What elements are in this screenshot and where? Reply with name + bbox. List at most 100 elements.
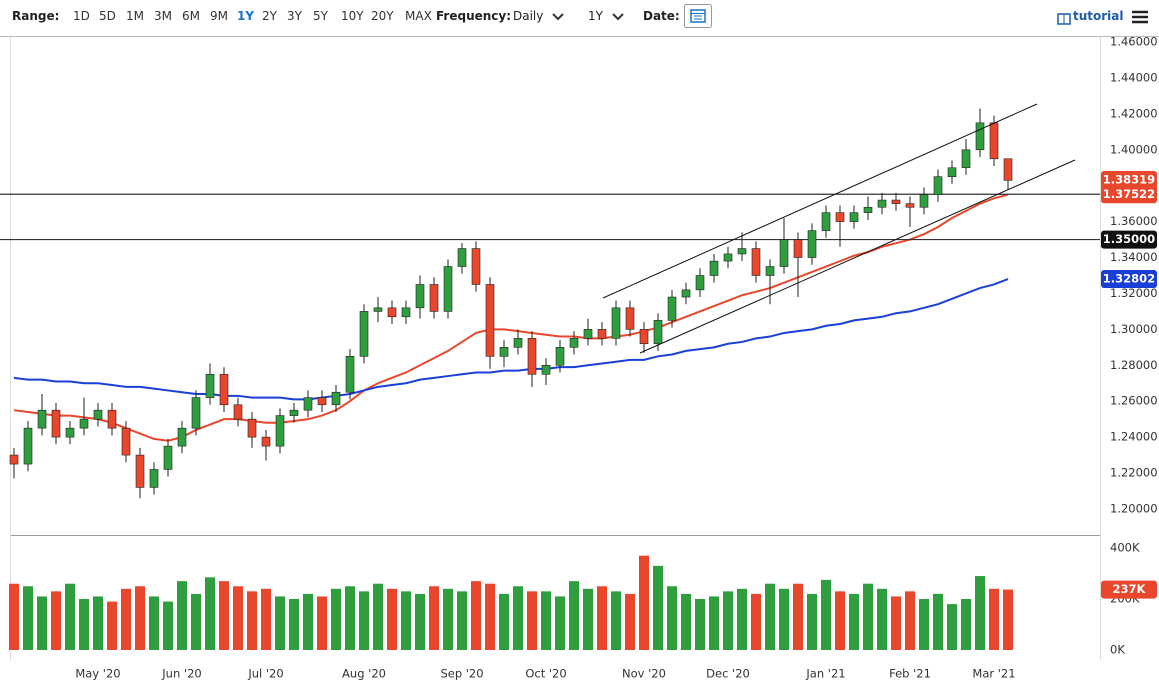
volume-bar — [121, 588, 131, 650]
x-tick-label: Mar '21 — [972, 667, 1015, 681]
candle-body — [401, 307, 411, 318]
volume-bar — [849, 593, 859, 650]
period-select[interactable]: 1Y — [588, 9, 603, 23]
candle-body — [527, 338, 537, 375]
range-button[interactable]: 9M — [210, 9, 228, 23]
candle-body — [611, 307, 621, 339]
volume-bar — [163, 601, 173, 650]
volume-bar — [79, 599, 89, 650]
volume-bar — [387, 588, 397, 650]
candle-body — [429, 284, 439, 312]
y-tick-label: 1.40000 — [1110, 142, 1158, 156]
volume-bar — [779, 588, 789, 650]
price-badge-label: 1.35000 — [1103, 232, 1155, 246]
price-badge — [1101, 230, 1157, 249]
volume-bar — [737, 588, 747, 650]
candle-body — [345, 356, 355, 393]
caret — [612, 13, 624, 21]
y-tick-label: 1.46000 — [1110, 35, 1158, 49]
frequency-select[interactable]: Daily — [513, 9, 544, 23]
candle-body — [765, 266, 775, 276]
candle-body — [1003, 158, 1013, 181]
volume-tick-label: 400K — [1110, 541, 1140, 555]
tutorial-link[interactable]: tutorial — [1073, 9, 1124, 23]
volume-bar — [835, 591, 845, 650]
volume-bar — [345, 586, 355, 650]
volume-bar — [457, 591, 467, 650]
volume-bar — [247, 591, 257, 650]
volume-bar — [583, 588, 593, 650]
candle-body — [737, 248, 747, 255]
range-button[interactable]: 2Y — [262, 9, 277, 23]
candle-body — [695, 275, 705, 291]
volume-bar — [177, 581, 187, 650]
menu-button[interactable] — [1132, 10, 1148, 24]
range-button[interactable]: 3M — [154, 9, 172, 23]
volume-bar — [65, 583, 75, 650]
candle-body — [709, 260, 719, 276]
y-tick-label: 1.24000 — [1110, 430, 1158, 444]
volume-bar — [541, 591, 551, 650]
y-tick-label: 1.42000 — [1110, 106, 1158, 120]
range-button[interactable]: 5Y — [313, 9, 328, 23]
volume-bar — [9, 583, 19, 650]
volume-bar — [863, 583, 873, 650]
candle-body — [569, 338, 579, 348]
candle-body — [583, 329, 593, 339]
moving-average — [13, 193, 1009, 442]
candle-body — [877, 199, 887, 208]
y-tick-label: 1.44000 — [1110, 70, 1158, 84]
volume-bar — [975, 576, 985, 650]
price-badge-label: 1.38319 — [1103, 172, 1155, 186]
volume-bar — [37, 596, 47, 650]
volume-bar — [233, 586, 243, 650]
frequency-label: Frequency: — [436, 9, 512, 23]
candle-body — [457, 248, 467, 267]
y-tick-label: 1.34000 — [1110, 250, 1158, 264]
range-button[interactable]: 1Y — [237, 9, 255, 23]
candle-body — [667, 296, 677, 321]
candle-body — [625, 307, 635, 330]
candle-body — [373, 307, 383, 312]
range-button[interactable]: 6M — [182, 9, 200, 23]
volume-bar — [961, 599, 971, 650]
candle-body — [541, 364, 551, 375]
volume-bar — [513, 586, 523, 650]
calendar-button[interactable] — [684, 4, 712, 28]
x-tick-label: Sep '20 — [440, 667, 483, 681]
candle-body — [555, 347, 565, 366]
volume-bar — [135, 586, 145, 650]
candle-body — [513, 338, 523, 348]
price-badge — [1101, 270, 1157, 289]
volume-bar — [877, 588, 887, 650]
candle-body — [415, 284, 425, 309]
candle-body — [835, 212, 845, 222]
volume-bar — [569, 581, 579, 650]
volume-bar — [765, 583, 775, 650]
volume-bar — [597, 586, 607, 650]
range-button[interactable]: 5D — [99, 9, 116, 23]
candle-body — [807, 230, 817, 258]
volume-bar — [289, 599, 299, 650]
price-badge — [1101, 580, 1157, 599]
range-button[interactable]: 3Y — [287, 9, 302, 23]
y-tick-label: 1.30000 — [1110, 322, 1158, 336]
volume-bar — [303, 593, 313, 650]
range-button[interactable]: 1D — [73, 9, 90, 23]
range-button[interactable]: 10Y — [341, 9, 364, 23]
price-badge-label: 1.37522 — [1103, 187, 1155, 201]
volume-bar — [1003, 589, 1013, 650]
volume-bar — [429, 586, 439, 650]
volume-bar — [149, 596, 159, 650]
candle-body — [65, 427, 75, 438]
volume-bar — [51, 591, 61, 650]
range-button[interactable]: 20Y — [371, 9, 394, 23]
candle-body — [359, 311, 369, 357]
volume-bar — [93, 596, 103, 650]
range-button[interactable]: MAX — [405, 9, 432, 23]
volume-bar — [219, 581, 229, 650]
candle-body — [919, 194, 929, 208]
range-button[interactable]: 1M — [126, 9, 144, 23]
